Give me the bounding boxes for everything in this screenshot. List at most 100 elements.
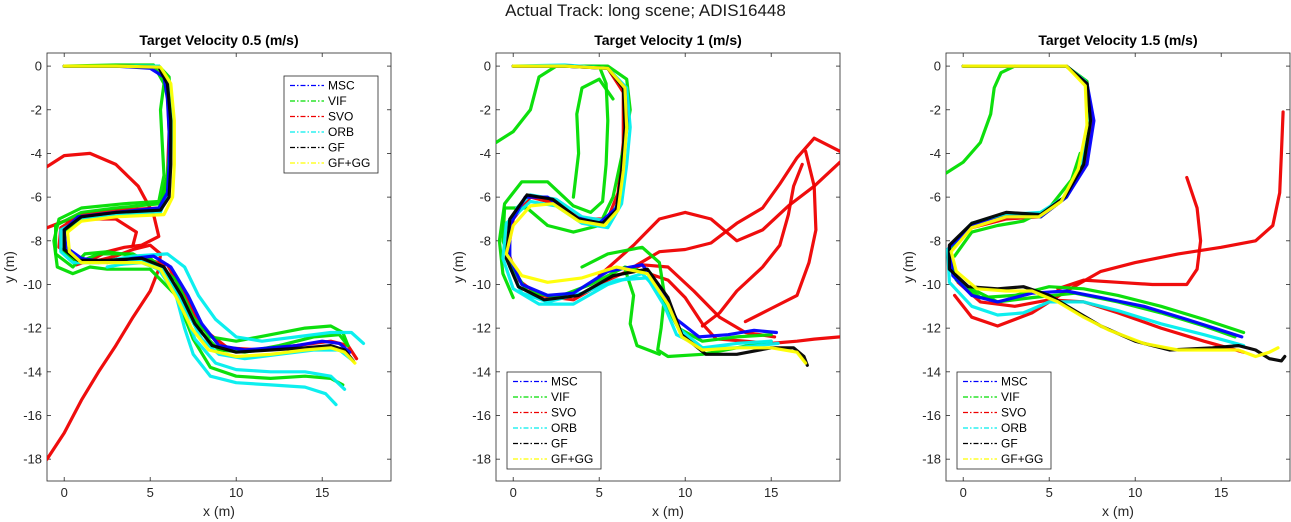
y-tick-label: -2	[929, 102, 941, 117]
y-tick-label: -8	[929, 233, 941, 248]
chart-title: Target Velocity 0.5 (m/s)	[139, 32, 298, 48]
x-tick-label: 0	[510, 485, 517, 500]
series-line-orb-3	[508, 265, 773, 350]
x-tick-label: 10	[1128, 485, 1142, 500]
legend-entry: GF	[328, 141, 345, 155]
series-lines	[496, 63, 840, 367]
series-line-gf-1	[504, 64, 809, 367]
y-tick-label: -6	[30, 190, 42, 205]
y-axis-label: y (m)	[1, 251, 17, 283]
series-line-gf-gg-1	[504, 64, 808, 365]
y-tick-label: -18	[922, 452, 941, 467]
y-tick-label: -16	[23, 408, 42, 423]
y-tick-label: -10	[922, 277, 941, 292]
y-axis-label: y (m)	[450, 251, 466, 283]
y-tick-label: -12	[472, 321, 491, 336]
legend-box	[506, 371, 602, 470]
y-tick-label: -8	[479, 233, 491, 248]
chart-panel-1: Target Velocity 0.5 (m/s) 0 5 10 15 0 -2 -4 -6 -8…	[1, 32, 392, 519]
y-tick-label: -8	[30, 233, 42, 248]
x-tick-label: 0	[960, 485, 967, 500]
legend-entry: GF	[551, 437, 568, 451]
y-tick-label: -18	[23, 452, 42, 467]
series-line-vif-4	[580, 245, 773, 359]
legend-box	[283, 75, 379, 174]
series-line-msc-1	[62, 64, 352, 354]
y-tick-label: -12	[922, 321, 941, 336]
legend-entry: SVO	[551, 406, 576, 420]
y-tick-label: -10	[472, 277, 491, 292]
x-axis-label: x (m)	[652, 503, 684, 519]
legend-entry: ORB	[328, 125, 354, 139]
series-line-svo-3	[47, 243, 163, 461]
y-tick-label: -4	[30, 146, 42, 161]
series-line-svo-7	[640, 269, 718, 341]
y-tick-label: 0	[934, 59, 941, 74]
series-line-svo-6	[717, 335, 840, 345]
x-tick-label: 0	[61, 485, 68, 500]
y-tick-label: -4	[929, 146, 941, 161]
x-tick-label: 10	[229, 485, 243, 500]
series-lines	[946, 64, 1287, 363]
y-tick-label: -12	[23, 321, 42, 336]
chart-panel-3: Target Velocity 1.5 (m/s) 0 5 10 15 0 -2 -4 -6 -8…	[900, 32, 1291, 519]
chart-title: Target Velocity 1.5 (m/s)	[1038, 32, 1197, 48]
legend-entry: GF+GG	[1001, 452, 1043, 466]
series-line-vif-2	[946, 64, 1017, 175]
series-line-vif-2	[52, 63, 345, 387]
x-tick-label: 15	[764, 485, 778, 500]
x-tick-label: 5	[1046, 485, 1053, 500]
y-tick-label: -14	[472, 364, 491, 379]
series-line-gf-gg-1	[949, 64, 1280, 359]
legend-entry: MSC	[551, 375, 578, 389]
legend-entry: SVO	[328, 110, 353, 124]
figure-title: Actual Track: long scene; ADIS16448	[505, 1, 786, 20]
series-line-svo-3	[631, 136, 840, 269]
chart-panel-2: Target Velocity 1 (m/s) 0 5 10 15 0 -2 -4 -6 -8 -1…	[450, 32, 841, 519]
legend-entry: MSC	[1001, 375, 1028, 389]
y-tick-label: -4	[479, 146, 491, 161]
y-tick-label: 0	[484, 59, 491, 74]
legend-entry: VIF	[551, 390, 570, 404]
series-lines	[47, 63, 366, 461]
x-tick-label: 15	[1214, 485, 1228, 500]
x-tick-label: 5	[147, 485, 154, 500]
legend-entry: GF	[1001, 437, 1018, 451]
legend-entry: VIF	[1001, 390, 1020, 404]
series-line-vif-2	[497, 64, 610, 300]
y-tick-label: -16	[472, 408, 491, 423]
y-tick-label: -14	[23, 364, 42, 379]
legend-box	[956, 371, 1052, 470]
legend-entry: MSC	[328, 79, 355, 93]
legend-entry: GF+GG	[328, 156, 370, 170]
y-tick-label: -16	[922, 408, 941, 423]
y-tick-label: -6	[479, 190, 491, 205]
y-axis-label: y (m)	[900, 251, 916, 283]
series-line-gf-gg-1	[62, 64, 357, 365]
series-line-svo-2	[597, 160, 840, 278]
legend-entry: VIF	[328, 94, 347, 108]
x-tick-label: 15	[315, 485, 329, 500]
legend-entry: ORB	[551, 421, 577, 435]
y-tick-label: -18	[472, 452, 491, 467]
x-tick-label: 10	[678, 485, 692, 500]
series-line-svo-2	[952, 110, 1285, 328]
y-tick-label: -6	[929, 190, 941, 205]
y-tick-label: -2	[479, 102, 491, 117]
y-tick-label: -10	[23, 277, 42, 292]
chart-title: Target Velocity 1 (m/s)	[594, 32, 742, 48]
x-axis-label: x (m)	[203, 503, 235, 519]
legend-entry: GF+GG	[551, 452, 593, 466]
y-tick-label: -2	[30, 102, 42, 117]
series-line-vif-5	[623, 267, 662, 356]
series-line-svo-5	[743, 149, 818, 324]
x-axis-label: x (m)	[1102, 503, 1134, 519]
series-line-svo-3	[1056, 175, 1203, 291]
series-line-vif-3	[571, 77, 615, 199]
series-line-svo-4	[700, 162, 804, 328]
